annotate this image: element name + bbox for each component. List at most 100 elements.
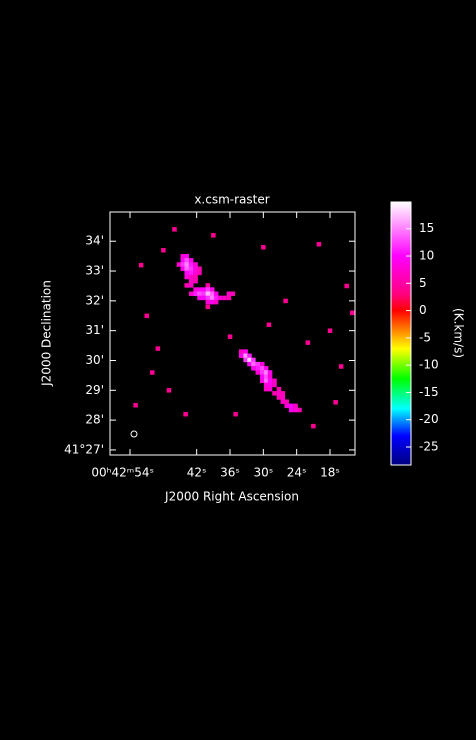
pixel (226, 295, 232, 301)
pixel (260, 366, 265, 371)
pixel (338, 364, 344, 369)
x-tick-label: 36ˢ (220, 466, 240, 480)
x-tick-label: 42ˢ (187, 466, 207, 480)
pixel (213, 299, 219, 305)
pixel (276, 391, 282, 396)
pixel (305, 340, 311, 345)
colorbar-tick-label: -5 (419, 330, 431, 344)
pixel (217, 295, 223, 301)
y-tick-label: 34' (85, 234, 104, 248)
pixel (316, 242, 322, 247)
pixel (211, 233, 216, 238)
y-tick-label: 29' (85, 383, 104, 397)
pixel (263, 366, 269, 371)
pixel (184, 262, 189, 267)
pixel (188, 283, 194, 288)
pixel (261, 244, 266, 250)
beam (130, 430, 138, 438)
pixel (150, 370, 155, 375)
pixel (247, 353, 252, 359)
pixel (201, 291, 206, 296)
pixel (176, 262, 182, 267)
colorbar-tick-label: -20 (419, 412, 439, 426)
pixel (263, 382, 269, 388)
x-tick-label: 18ˢ (320, 466, 340, 480)
pixel (205, 291, 211, 296)
y-axis-label: J2000 Declination (40, 280, 54, 387)
pixel (193, 266, 198, 271)
pixel (133, 403, 138, 408)
pixel (260, 361, 265, 367)
y-tick-label: 33' (85, 264, 104, 278)
pixel (247, 361, 252, 367)
pixel (193, 287, 198, 292)
pixel (180, 266, 186, 271)
pixel (210, 291, 215, 296)
pixel (267, 370, 273, 375)
pixel (193, 278, 198, 284)
pixel (180, 258, 186, 263)
plot-frame (109, 211, 356, 456)
pixel (267, 382, 273, 388)
pixel (184, 283, 189, 288)
pixel (280, 395, 286, 400)
pixel (267, 386, 273, 392)
y-tick-label: 28' (85, 413, 104, 427)
pixel (272, 391, 277, 396)
pixel (251, 357, 256, 363)
pixel (188, 262, 194, 267)
pixel (255, 361, 261, 367)
pixel (172, 227, 177, 232)
pixel (280, 391, 286, 396)
pixel (184, 266, 189, 271)
pixel (144, 313, 149, 319)
x-tick-label: 30ˢ (253, 466, 273, 480)
pixel (210, 295, 215, 301)
colorbar-label: (K.km/s) (452, 308, 466, 358)
pixel (311, 423, 316, 429)
pixel (260, 378, 265, 384)
pixel (288, 403, 294, 409)
pixel (188, 258, 194, 263)
pixel (138, 262, 144, 268)
pixel (272, 382, 277, 388)
y-tick-label: 30' (85, 353, 104, 367)
pixel (210, 287, 215, 292)
pixel (188, 266, 194, 271)
pixel (263, 378, 269, 384)
pixel (184, 270, 189, 276)
pixel (284, 399, 289, 404)
pixel (184, 258, 189, 263)
pixel (284, 403, 289, 409)
pixel (205, 304, 211, 310)
pixel (161, 247, 166, 253)
colorbar-tick-label: 0 (419, 303, 427, 317)
pixel (188, 274, 194, 280)
pixel (213, 295, 219, 301)
colorbar-tick-label: 15 (419, 221, 434, 235)
pixel (327, 328, 333, 333)
pixel (255, 366, 261, 371)
colorbar-tick-label: 5 (419, 276, 427, 290)
pixel (166, 388, 172, 393)
pixel (197, 291, 202, 296)
pixel (243, 349, 248, 354)
pixel (288, 407, 294, 413)
pixel (263, 386, 269, 392)
pixel (188, 291, 194, 296)
y-tick-label: 32' (85, 293, 104, 307)
pixel (184, 253, 189, 259)
pixel (267, 378, 273, 384)
pixel (247, 357, 252, 363)
pixel (205, 283, 211, 288)
pixel (293, 403, 298, 409)
pixel (276, 386, 282, 392)
pixel (263, 374, 269, 379)
pixel (260, 370, 265, 375)
pixel (255, 370, 261, 375)
chart-title: x.csm-raster (194, 193, 269, 207)
x-axis-label: J2000 Right Ascension (164, 490, 299, 504)
pixel (188, 270, 194, 276)
